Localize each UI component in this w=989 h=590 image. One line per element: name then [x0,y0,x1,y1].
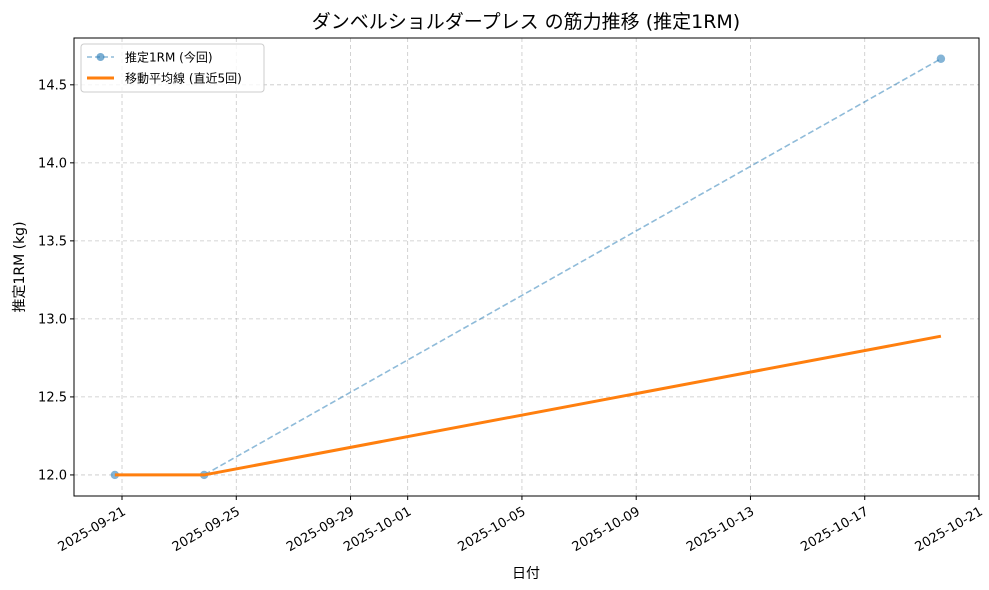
y-tick-label: 12.5 [38,390,67,405]
legend-label-estimated: 推定1RM (今回) [125,50,213,65]
y-tick-label: 12.0 [38,468,67,483]
x-tick-label: 2025-10-17 [798,504,871,555]
x-axis-label: 日付 [512,566,540,582]
x-tick-label: 2025-09-25 [170,504,243,555]
legend: 推定1RM (今回) 移動平均線 (直近5回) [80,43,265,93]
y-tick-label: 14.0 [38,156,67,171]
grid [74,38,980,496]
series-line-moving-average [114,334,942,477]
chart-title: ダンベルショルダープレス の筋力推移 (推定1RM) [312,11,740,33]
y-tick-label: 13.5 [38,234,67,249]
legend-label-moving-average: 移動平均線 (直近5回) [125,71,242,86]
x-tick-label: 2025-10-21 [913,504,986,555]
x-axis: 2025-09-21 2025-09-25 2025-09-292025-10-01… [56,496,986,555]
axes-frame [73,37,980,497]
y-tick-label: 13.0 [38,312,67,327]
data-point-estimated-1rm [936,54,946,63]
legend-marker-estimated [96,53,105,61]
y-axis-label: 推定1RM (kg) [12,221,28,312]
y-tick-label: 14.5 [38,78,67,93]
x-tick-label: 2025-09-21 [56,504,129,555]
y-axis: 12.0 12.5 13.0 13.5 14.0 14.5 [38,78,74,483]
series-lines [110,54,946,480]
x-tick-label: 2025-10-13 [684,504,757,555]
x-tick-label: 2025-10-05 [456,504,529,555]
legend-box [80,43,265,93]
x-tick-label: 2025-10-09 [570,504,643,555]
